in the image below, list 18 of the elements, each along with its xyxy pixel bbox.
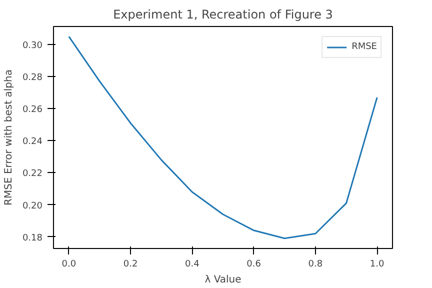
x-tick-label: 0.8 [308,260,323,270]
y-tick-label: 0.18 [22,233,43,244]
line-series [68,36,378,240]
x-tick-label: 0.4 [185,260,200,270]
x-tick-label: 0.2 [123,260,138,270]
y-tick-label: 0.24 [22,137,43,148]
legend-label: RMSE [352,42,377,52]
x-tick-label: 0.6 [246,260,262,270]
y-tick-label: 0.30 [22,41,43,52]
y-tick-label: 0.26 [22,105,43,116]
x-tick-label: 1.0 [370,260,385,270]
y-axis-title: RMSE Error with best alpha [3,70,14,206]
y-tick-label: 0.28 [22,73,43,84]
chart-title: Experiment 1, Recreation of Figure 3 [113,8,333,22]
y-tick-label: 0.22 [22,169,43,180]
x-tick-label: 0.0 [62,260,76,270]
y-tick-label: 0.20 [22,201,43,212]
x-axis-title: λ Value [204,274,242,286]
